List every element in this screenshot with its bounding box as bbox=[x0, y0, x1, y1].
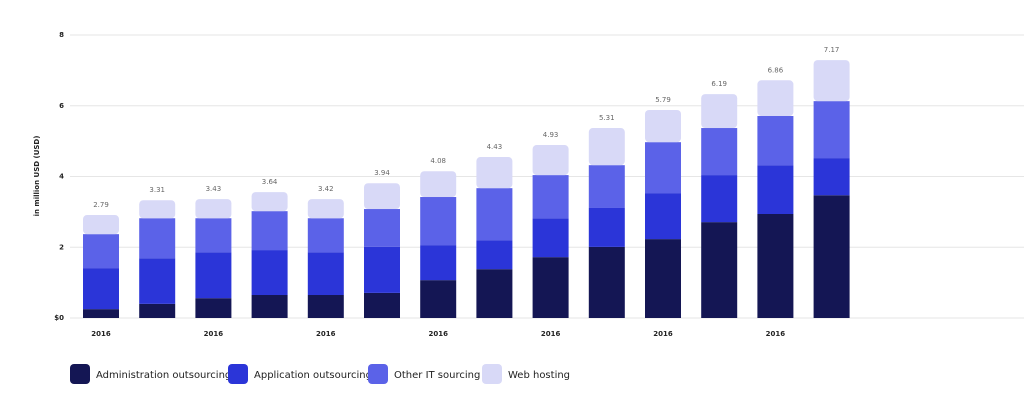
bar-segment bbox=[195, 218, 232, 253]
x-tick-label: 2016 bbox=[316, 330, 336, 338]
total-label: 2.79 bbox=[93, 201, 109, 209]
bar-segment bbox=[195, 199, 232, 219]
bar-segment bbox=[588, 128, 625, 166]
bar-segment bbox=[645, 239, 681, 318]
bar-segment bbox=[645, 142, 681, 194]
bar-segment bbox=[701, 128, 738, 176]
legend-swatch bbox=[368, 364, 388, 384]
total-label: 3.64 bbox=[262, 178, 278, 186]
bar-segment bbox=[420, 245, 457, 281]
bar-segment bbox=[645, 193, 681, 240]
total-label: 3.43 bbox=[206, 185, 222, 193]
x-tick-label: 2016 bbox=[204, 330, 224, 338]
bar-segment bbox=[476, 240, 513, 270]
y-tick-label: 8 bbox=[59, 31, 64, 39]
bar-segment bbox=[307, 199, 344, 219]
y-tick-label: 2 bbox=[59, 243, 64, 251]
bar-segment bbox=[139, 258, 176, 304]
bar-segment bbox=[532, 218, 569, 258]
bar-segment bbox=[645, 109, 681, 143]
bar-segment bbox=[251, 250, 288, 296]
bar-segment bbox=[83, 215, 119, 235]
y-axis-label: in million USD (USD) bbox=[33, 136, 41, 217]
bar-segment bbox=[757, 80, 794, 117]
bar-segment bbox=[588, 165, 625, 208]
bar-segment bbox=[83, 268, 119, 310]
total-label: 3.94 bbox=[374, 169, 390, 177]
x-tick-label: 2016 bbox=[428, 330, 448, 338]
bar-segment bbox=[195, 298, 232, 318]
bar-segment bbox=[757, 213, 794, 318]
bar-segment bbox=[139, 200, 176, 219]
bar-segment bbox=[364, 292, 400, 318]
bar-segment bbox=[588, 246, 625, 318]
y-tick-label: $0 bbox=[54, 314, 64, 322]
bar-segment bbox=[532, 145, 569, 176]
total-label: 6.19 bbox=[711, 80, 727, 88]
bar-segment bbox=[364, 183, 400, 210]
bar-segment bbox=[701, 94, 738, 129]
x-tick-label: 2016 bbox=[766, 330, 786, 338]
total-label: 7.17 bbox=[824, 46, 840, 54]
bar-segment bbox=[83, 234, 119, 269]
total-label: 4.93 bbox=[543, 131, 559, 139]
bar-segment bbox=[813, 158, 850, 196]
bar-segment bbox=[532, 175, 569, 219]
total-label: 6.86 bbox=[768, 66, 784, 74]
bar-segment bbox=[420, 280, 457, 318]
total-label: 4.08 bbox=[430, 157, 446, 165]
bar-segment bbox=[139, 303, 176, 318]
legend-swatch bbox=[482, 364, 502, 384]
bar-segment bbox=[476, 269, 513, 318]
bar-segment bbox=[813, 101, 850, 159]
bar-segment bbox=[813, 195, 850, 318]
bar-segment bbox=[532, 257, 569, 318]
y-tick-label: 4 bbox=[59, 173, 64, 181]
total-label: 3.42 bbox=[318, 185, 334, 193]
legend-swatch bbox=[228, 364, 248, 384]
bar-segment bbox=[476, 188, 513, 241]
bar-segment bbox=[83, 309, 119, 318]
bar-segment bbox=[307, 218, 344, 253]
legend-label: Other IT sourcing bbox=[394, 370, 480, 381]
legend-label: Web hosting bbox=[508, 370, 570, 381]
bar-segment bbox=[701, 175, 738, 223]
bar-segment bbox=[307, 252, 344, 296]
bar-segment bbox=[195, 252, 232, 299]
legend-label: Application outsourcing bbox=[254, 370, 372, 381]
bar-segment bbox=[420, 171, 457, 198]
bar-segment bbox=[139, 218, 176, 259]
bar-segment bbox=[251, 211, 288, 251]
bar-segment bbox=[757, 165, 794, 214]
bar-segment bbox=[251, 295, 288, 318]
bar-segment bbox=[420, 197, 457, 246]
bar-segment bbox=[588, 207, 625, 247]
total-label: 4.43 bbox=[487, 143, 503, 151]
legend-swatch bbox=[70, 364, 90, 384]
legend-label: Administration outsourcing bbox=[96, 370, 231, 381]
bar-segment bbox=[701, 222, 738, 318]
total-label: 5.31 bbox=[599, 114, 615, 122]
x-tick-label: 2016 bbox=[541, 330, 561, 338]
total-label: 3.31 bbox=[149, 186, 165, 194]
bar-segment bbox=[364, 246, 400, 293]
bar-segment bbox=[476, 157, 513, 189]
bar-segment bbox=[364, 209, 400, 247]
total-label: 5.79 bbox=[655, 96, 671, 104]
x-tick-label: 2016 bbox=[653, 330, 673, 338]
bar-segment bbox=[813, 60, 850, 102]
x-tick-label: 2016 bbox=[91, 330, 111, 338]
bar-segment bbox=[251, 192, 288, 212]
y-tick-label: 6 bbox=[59, 102, 64, 110]
bar-segment bbox=[757, 116, 794, 166]
bar-segment bbox=[307, 295, 344, 318]
